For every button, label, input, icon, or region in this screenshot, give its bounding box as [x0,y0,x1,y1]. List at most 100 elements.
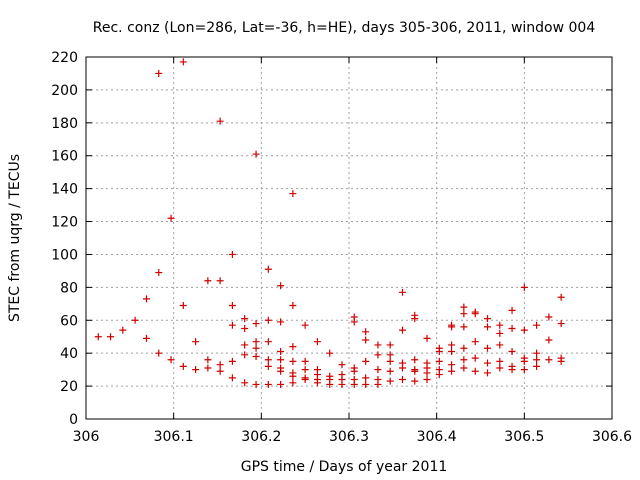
data-point [448,323,456,331]
data-point [545,336,553,344]
data-point [313,338,321,346]
data-point [155,269,163,277]
data-point [192,366,200,374]
y-tick-label: 140 [51,182,78,198]
data-point [411,377,419,385]
data-point [277,356,285,364]
data-point [460,310,468,318]
data-point [301,321,309,329]
y-tick-label: 40 [60,346,78,362]
data-point [460,364,468,372]
data-point [326,380,334,388]
x-tick-label: 306 [73,429,100,445]
data-point [277,367,285,375]
data-point [460,344,468,352]
data-point [557,357,565,365]
data-point [204,364,212,372]
data-point [277,348,285,356]
data-point [289,190,297,198]
data-point [252,338,260,346]
data-point [398,364,406,372]
x-tick-label: 306.6 [592,429,632,445]
data-point [131,316,139,324]
data-point [264,338,272,346]
data-point [179,362,187,370]
chart-title: Rec. conz (Lon=286, Lat=-36, h=HE), days… [93,20,596,36]
y-tick-label: 0 [69,412,78,428]
data-point [471,367,479,375]
data-point [374,380,382,388]
data-point [496,329,504,337]
y-axis-label: STEC from uqrg / TECUs [7,154,23,322]
data-point [252,320,260,328]
data-point [411,356,419,364]
data-point [264,380,272,388]
x-tick-label: 306.2 [241,429,281,445]
data-point [241,379,249,387]
data-point [460,303,468,311]
data-point [216,277,224,285]
data-point [508,366,516,374]
data-point [423,369,431,377]
data-point [264,265,272,273]
data-point [471,310,479,318]
data-point [496,364,504,372]
data-point [386,357,394,365]
data-point [484,323,492,331]
data-point [107,333,115,341]
data-point [448,367,456,375]
data-point [423,334,431,342]
data-point [277,318,285,326]
data-point [289,357,297,365]
y-tick-label: 160 [51,149,78,165]
data-point [545,356,553,364]
data-point [228,374,236,382]
y-tick-label: 220 [51,50,78,66]
data-point [398,326,406,334]
data-point [252,352,260,360]
data-point [448,341,456,349]
data-point [520,357,528,365]
x-tick-label: 306.5 [504,429,544,445]
data-point [508,325,516,332]
data-point [252,380,260,388]
data-point [204,356,212,364]
data-point [533,321,541,329]
axis-ticks: 0 20 40 60 80 100 120 140 160 180 200 220 306 306.1 30… [51,50,632,445]
x-tick-label: 306.3 [329,429,369,445]
data-point [386,367,394,375]
data-point [289,372,297,380]
data-point [264,356,272,364]
data-point [167,214,175,222]
data-point [411,367,419,375]
data-point [496,341,504,349]
data-point [289,343,297,351]
data-point [204,277,212,285]
data-point [179,58,187,66]
data-point [471,338,479,346]
x-tick-label: 306.4 [417,429,457,445]
data-point [228,301,236,309]
data-point [142,334,150,342]
data-point [326,349,334,357]
data-point [557,320,565,328]
data-point [350,318,358,326]
data-point [241,351,249,359]
data-point [119,326,127,334]
data-point [362,357,370,365]
data-point [362,374,370,382]
data-point [484,315,492,323]
data-points [94,58,565,388]
data-point [142,295,150,303]
y-tick-label: 200 [51,83,78,99]
data-point [313,379,321,387]
y-tick-label: 20 [60,379,78,395]
data-point [411,315,419,323]
data-point [533,356,541,364]
data-point [264,362,272,370]
data-point [277,282,285,290]
data-point [386,351,394,359]
data-point [301,357,309,365]
y-tick-label: 100 [51,247,78,263]
data-point [484,369,492,377]
